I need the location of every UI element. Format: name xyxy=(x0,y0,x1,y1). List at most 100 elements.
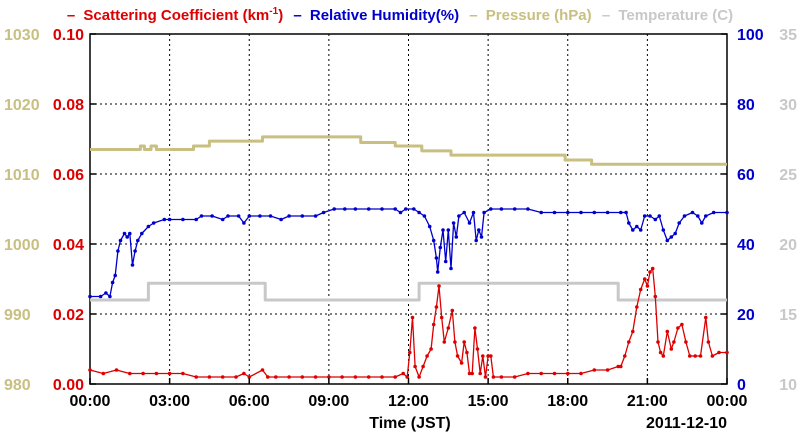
data-point-scattering-coefficient xyxy=(631,329,635,334)
data-point-relative-humidity xyxy=(125,235,129,239)
data-point-scattering-coefficient xyxy=(676,326,680,330)
data-point-scattering-coefficient xyxy=(446,326,451,330)
data-point-scattering-coefficient xyxy=(635,305,639,309)
data-point-relative-humidity xyxy=(380,207,384,211)
data-point-scattering-coefficient xyxy=(465,350,469,355)
data-point-relative-humidity xyxy=(592,210,597,215)
data-point-relative-humidity xyxy=(566,210,570,215)
y-tick-label: 25 xyxy=(779,167,797,184)
data-point-relative-humidity xyxy=(467,221,472,225)
data-point-scattering-coefficient xyxy=(512,375,517,379)
data-point-scattering-coefficient xyxy=(207,375,212,379)
data-point-relative-humidity xyxy=(113,273,117,278)
data-point-relative-humidity xyxy=(446,228,451,232)
y-tick-label: 0.10 xyxy=(53,27,84,44)
data-point-relative-humidity xyxy=(128,231,132,236)
data-point-scattering-coefficient xyxy=(154,371,159,376)
data-point-relative-humidity xyxy=(653,217,658,222)
data-point-scattering-coefficient xyxy=(566,371,570,376)
data-point-scattering-coefficient xyxy=(592,368,597,372)
date-label: 2011-12-10 xyxy=(646,415,727,432)
data-point-relative-humidity xyxy=(236,214,241,218)
data-point-relative-humidity xyxy=(167,217,172,222)
x-tick-label: 00:00 xyxy=(70,393,111,410)
data-point-scattering-coefficient xyxy=(638,287,643,292)
data-point-relative-humidity xyxy=(648,214,652,218)
data-point-relative-humidity xyxy=(210,214,214,218)
data-point-scattering-coefficient xyxy=(467,371,472,376)
data-point-scattering-coefficient xyxy=(393,375,398,379)
data-point-relative-humidity xyxy=(422,214,427,218)
data-point-scattering-coefficient xyxy=(450,308,455,313)
data-point-relative-humidity xyxy=(417,210,421,215)
data-point-relative-humidity xyxy=(321,210,326,215)
data-point-relative-humidity xyxy=(247,214,252,218)
x-tick-label: 12:00 xyxy=(388,393,429,410)
data-point-scattering-coefficient xyxy=(437,284,441,288)
data-point-relative-humidity xyxy=(110,280,115,285)
data-point-scattering-coefficient xyxy=(672,340,676,344)
data-point-scattering-coefficient xyxy=(242,371,246,376)
data-point-scattering-coefficient xyxy=(313,375,318,379)
data-point-relative-humidity xyxy=(642,214,647,218)
data-point-scattering-coefficient xyxy=(539,371,543,376)
x-tick-label: 06:00 xyxy=(229,393,270,410)
data-point-relative-humidity xyxy=(477,228,481,232)
data-point-relative-humidity xyxy=(725,210,729,215)
data-point-relative-humidity xyxy=(482,210,486,215)
data-point-scattering-coefficient xyxy=(429,347,433,351)
axis-layer: 98099010001010102010300.000.020.040.060.… xyxy=(4,27,797,410)
data-point-scattering-coefficient xyxy=(417,375,421,379)
data-point-relative-humidity xyxy=(431,238,436,243)
data-point-scattering-coefficient xyxy=(693,354,697,358)
data-point-relative-humidity xyxy=(690,210,695,215)
data-point-relative-humidity xyxy=(353,207,358,211)
data-point-scattering-coefficient xyxy=(688,354,692,358)
data-point-relative-humidity xyxy=(579,210,583,215)
data-point-relative-humidity xyxy=(393,207,398,211)
data-point-scattering-coefficient xyxy=(680,322,684,327)
legend-label-scattering: Scattering Coefficient (km xyxy=(83,7,269,24)
x-tick-label: 00:00 xyxy=(707,393,748,410)
series-line-temperature-c xyxy=(90,281,727,302)
y-tick-label: 1010 xyxy=(4,167,40,184)
y-tick-label: 1000 xyxy=(4,237,40,254)
legend-label-scattering-end: ) xyxy=(278,7,283,24)
data-point-scattering-coefficient xyxy=(287,375,291,379)
data-point-relative-humidity xyxy=(605,210,610,215)
y-tick-label: 0.02 xyxy=(53,307,84,324)
data-point-scattering-coefficient xyxy=(616,364,620,369)
data-point-scattering-coefficient xyxy=(698,354,703,358)
data-point-relative-humidity xyxy=(635,224,639,229)
data-point-scattering-coefficient xyxy=(658,350,663,355)
data-point-scattering-coefficient xyxy=(128,371,132,376)
data-point-relative-humidity xyxy=(287,214,291,218)
x-tick-label: 15:00 xyxy=(468,393,509,410)
data-point-scattering-coefficient xyxy=(340,375,344,379)
data-point-relative-humidity xyxy=(526,207,530,211)
x-tick-label: 18:00 xyxy=(547,393,588,410)
data-point-scattering-coefficient xyxy=(425,354,429,358)
data-point-scattering-coefficient xyxy=(478,371,483,376)
data-point-relative-humidity xyxy=(194,217,198,222)
data-point-relative-humidity xyxy=(412,207,416,211)
data-point-scattering-coefficient xyxy=(704,315,708,320)
data-point-scattering-coefficient xyxy=(366,375,371,379)
data-point-scattering-coefficient xyxy=(300,375,305,379)
y-tick-label: 0.04 xyxy=(53,237,84,254)
data-point-relative-humidity xyxy=(451,221,456,225)
data-point-relative-humidity xyxy=(130,263,135,267)
data-point-scattering-coefficient xyxy=(717,350,721,355)
data-point-scattering-coefficient xyxy=(410,315,415,320)
series-line-pressure-hpa xyxy=(90,135,727,166)
data-point-scattering-coefficient xyxy=(645,284,650,288)
data-point-relative-humidity xyxy=(627,221,631,225)
data-point-scattering-coefficient xyxy=(274,375,278,379)
data-point-relative-humidity xyxy=(162,217,167,222)
data-point-scattering-coefficient xyxy=(650,266,655,271)
data-point-scattering-coefficient xyxy=(627,340,631,344)
x-tick-label: 21:00 xyxy=(627,393,668,410)
data-point-relative-humidity xyxy=(489,207,493,211)
